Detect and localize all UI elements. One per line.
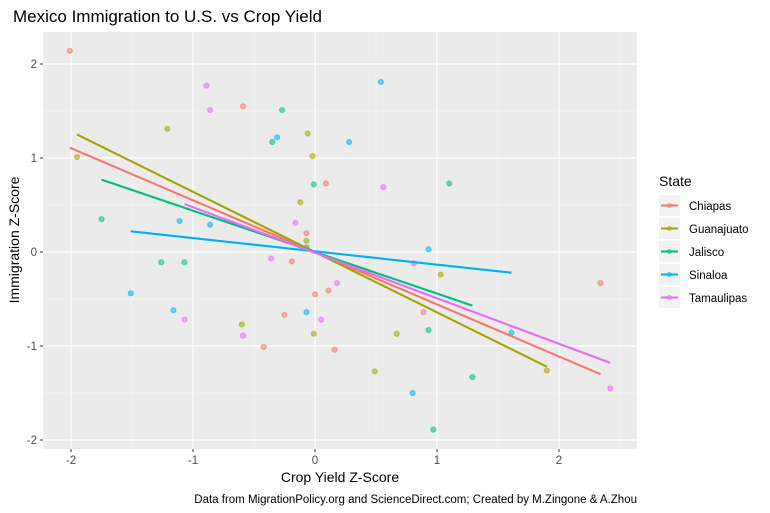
point-sinaloa bbox=[425, 246, 432, 253]
fit-lines bbox=[69, 133, 611, 376]
legend-key-jalisco bbox=[659, 241, 680, 262]
point-tamaulipas bbox=[333, 279, 341, 287]
x-tick-label: -1 bbox=[188, 455, 198, 467]
point-chiapas bbox=[288, 258, 295, 265]
point-tamaulipas bbox=[380, 184, 387, 191]
x-axis-ticks: -2 -1 0 1 2 bbox=[66, 449, 562, 467]
chart-title: Mexico Immigration to U.S. vs Crop Yield bbox=[13, 7, 322, 26]
point-guanajuato bbox=[393, 330, 400, 337]
legend-key-chiapas bbox=[659, 195, 680, 216]
y-tick-label: -1 bbox=[27, 341, 37, 353]
legend-title: State bbox=[659, 173, 692, 189]
point-guanajuato bbox=[304, 130, 311, 137]
y-tick-label: 1 bbox=[31, 153, 37, 165]
point-sinaloa bbox=[176, 217, 183, 225]
point-chiapas bbox=[325, 287, 332, 294]
point-chiapas bbox=[311, 291, 319, 298]
legend-key-point bbox=[666, 225, 673, 232]
point-jalisco bbox=[310, 181, 317, 188]
fit-line-sinaloa bbox=[130, 230, 512, 274]
point-chiapas bbox=[260, 343, 267, 351]
legend: State Chiapas Guanajuato Jalisco Sinaloa Tam… bbox=[659, 173, 748, 308]
y-axis-ticks: -2 -1 0 1 2 bbox=[27, 59, 43, 447]
point-tamaulipas bbox=[239, 332, 247, 339]
point-sinaloa bbox=[346, 138, 353, 146]
point-guanajuato bbox=[74, 153, 81, 161]
point-guanajuato bbox=[309, 153, 316, 160]
point-sinaloa bbox=[127, 290, 134, 297]
point-tamaulipas bbox=[267, 255, 275, 262]
point-sinaloa bbox=[409, 389, 416, 397]
point-chiapas bbox=[281, 311, 288, 319]
x-tick-label: 2 bbox=[556, 455, 562, 467]
point-jalisco bbox=[181, 259, 188, 266]
legend-label-chiapas: Chiapas bbox=[689, 201, 731, 213]
point-chiapas bbox=[239, 103, 247, 110]
y-tick-label: 2 bbox=[31, 59, 37, 71]
point-jalisco bbox=[269, 138, 276, 146]
legend-key-sinaloa bbox=[659, 264, 680, 285]
point-sinaloa bbox=[170, 307, 177, 314]
legend-label-guanajuato: Guanajuato bbox=[689, 224, 748, 236]
x-axis-title: Crop Yield Z-Score bbox=[281, 469, 399, 485]
x-tick-label: 0 bbox=[312, 455, 318, 467]
point-chiapas bbox=[322, 180, 330, 187]
point-chiapas bbox=[66, 47, 73, 54]
point-jalisco bbox=[278, 106, 286, 114]
point-chiapas bbox=[420, 309, 427, 316]
point-guanajuato bbox=[310, 330, 317, 337]
legend-key-point bbox=[666, 271, 673, 278]
point-guanajuato bbox=[303, 237, 310, 244]
grid-minor bbox=[43, 32, 637, 449]
point-guanajuato bbox=[371, 368, 378, 375]
point-tamaulipas bbox=[318, 316, 325, 323]
legend-key-point bbox=[666, 294, 673, 301]
point-jalisco bbox=[430, 426, 437, 433]
grid-major bbox=[43, 32, 637, 449]
point-tamaulipas bbox=[206, 106, 214, 114]
point-chiapas bbox=[597, 279, 604, 287]
point-guanajuato bbox=[437, 271, 444, 278]
point-guanajuato bbox=[543, 367, 550, 374]
point-tamaulipas bbox=[203, 82, 210, 89]
point-jalisco bbox=[425, 326, 432, 334]
point-jalisco bbox=[446, 180, 453, 187]
point-sinaloa bbox=[303, 309, 310, 316]
legend-key-guanajuato bbox=[659, 218, 680, 239]
fit-line-tamaulipas bbox=[184, 203, 611, 364]
legend-label-jalisco: Jalisco bbox=[689, 247, 724, 259]
chart-caption: Data from MigrationPolicy.org and Scienc… bbox=[194, 494, 637, 506]
point-sinaloa bbox=[274, 134, 281, 141]
y-tick-label: 0 bbox=[31, 247, 37, 259]
point-jalisco bbox=[469, 373, 476, 381]
point-tamaulipas bbox=[607, 385, 614, 392]
x-tick-label: 1 bbox=[434, 455, 440, 467]
legend-key-tamaulipas bbox=[659, 287, 680, 308]
y-tick-label: -2 bbox=[27, 435, 37, 447]
point-jalisco bbox=[158, 259, 165, 266]
x-tick-label: -2 bbox=[66, 455, 76, 467]
point-sinaloa bbox=[377, 78, 384, 85]
legend-key-point bbox=[666, 202, 673, 209]
y-axis-title: Immigration Z-Score bbox=[6, 176, 22, 303]
point-sinaloa bbox=[206, 221, 214, 228]
point-guanajuato bbox=[297, 199, 304, 206]
legend-label-sinaloa: Sinaloa bbox=[689, 270, 728, 282]
data-points bbox=[66, 47, 614, 433]
point-jalisco bbox=[98, 216, 105, 223]
point-guanajuato bbox=[164, 125, 171, 132]
point-chiapas bbox=[331, 346, 338, 353]
point-tamaulipas bbox=[181, 316, 188, 323]
legend-key-point bbox=[666, 248, 673, 255]
plot-panel bbox=[43, 32, 637, 449]
legend-label-tamaulipas: Tamaulipas bbox=[689, 293, 747, 305]
point-chiapas bbox=[303, 230, 310, 237]
point-guanajuato bbox=[238, 321, 245, 328]
point-tamaulipas bbox=[292, 219, 299, 226]
